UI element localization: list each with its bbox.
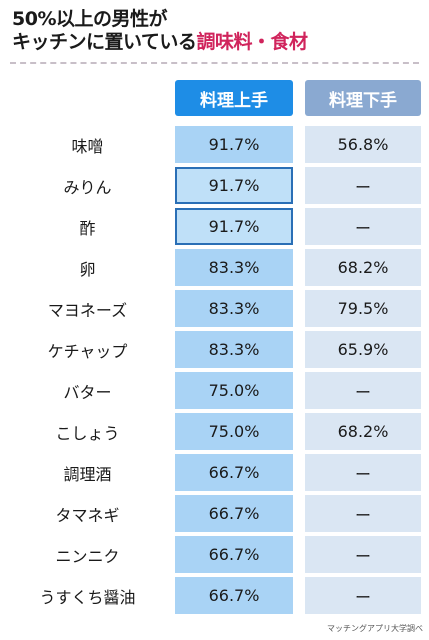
dashed-divider xyxy=(10,62,419,64)
table-body: 味噌 91.7% 56.8% みりん 91.7% ー酢 91.7% ー卵 83.3% 68.2% マ… xyxy=(0,124,429,616)
table-row: ケチャップ 83.3% 65.9% xyxy=(0,329,429,370)
table-row: タマネギ 66.7% ー xyxy=(0,493,429,534)
title-line-2-accent: 調味料・食材 xyxy=(196,31,308,53)
title-line-1: 50%以上の男性が xyxy=(12,8,167,30)
row-label: バター xyxy=(63,382,112,402)
source-note: マッチングアプリ大学調べ xyxy=(327,624,423,633)
bad-cook-value: 56.8% xyxy=(305,126,421,163)
table-row: 調理酒 66.7% ー xyxy=(0,452,429,493)
row-label: うすくち醤油 xyxy=(39,587,136,607)
column-header-bad-cooks: 料理下手 xyxy=(305,80,421,116)
bad-cook-value: ー xyxy=(305,454,421,491)
table-row: うすくち醤油 66.7% ー xyxy=(0,575,429,616)
bad-cook-value: 68.2% xyxy=(305,249,421,286)
bad-cook-value: ー xyxy=(305,208,421,245)
bad-cook-value: 65.9% xyxy=(305,331,421,368)
good-cook-value: 83.3% xyxy=(175,331,293,368)
bad-cook-value: 79.5% xyxy=(305,290,421,327)
good-cook-value: 66.7% xyxy=(175,454,293,491)
table-row: マヨネーズ 83.3% 79.5% xyxy=(0,288,429,329)
good-cook-value: 75.0% xyxy=(175,413,293,450)
good-cook-value: 91.7% xyxy=(175,126,293,163)
table-row: 酢 91.7% ー xyxy=(0,206,429,247)
table-row: みりん 91.7% ー xyxy=(0,165,429,206)
row-label: 卵 xyxy=(79,259,96,279)
good-cook-value: 91.7% xyxy=(175,167,293,204)
row-label: 味噌 xyxy=(71,136,104,156)
good-cook-value: 66.7% xyxy=(175,536,293,573)
table-row: ニンニク 66.7% ー xyxy=(0,534,429,575)
good-cook-value: 66.7% xyxy=(175,495,293,532)
row-label: 酢 xyxy=(79,218,96,238)
bad-cook-value: ー xyxy=(305,167,421,204)
row-label: ニンニク xyxy=(55,546,120,566)
good-cook-value: 83.3% xyxy=(175,290,293,327)
page-title: 50%以上の男性が キッチンに置いている調味料・食材 xyxy=(12,8,308,54)
table-row: バター 75.0% ー xyxy=(0,370,429,411)
row-label: タマネギ xyxy=(55,505,120,525)
bad-cook-value: ー xyxy=(305,577,421,614)
column-header-good-cooks: 料理上手 xyxy=(175,80,293,116)
bad-cook-value: ー xyxy=(305,495,421,532)
good-cook-value: 83.3% xyxy=(175,249,293,286)
good-cook-value: 66.7% xyxy=(175,577,293,614)
row-label: 調理酒 xyxy=(63,464,112,484)
table-row: 味噌 91.7% 56.8% xyxy=(0,124,429,165)
table-row: こしょう 75.0% 68.2% xyxy=(0,411,429,452)
table-row: 卵 83.3% 68.2% xyxy=(0,247,429,288)
title-line-2: キッチンに置いている調味料・食材 xyxy=(12,31,308,54)
good-cook-value: 75.0% xyxy=(175,372,293,409)
bad-cook-value: ー xyxy=(305,536,421,573)
good-cook-value: 91.7% xyxy=(175,208,293,245)
bad-cook-value: ー xyxy=(305,372,421,409)
row-label: みりん xyxy=(63,177,112,197)
row-label: ケチャップ xyxy=(47,341,128,361)
title-line-2-prefix: キッチンに置いている xyxy=(12,31,197,53)
row-label: マヨネーズ xyxy=(47,300,128,320)
bad-cook-value: 68.2% xyxy=(305,413,421,450)
row-label: こしょう xyxy=(55,423,120,443)
